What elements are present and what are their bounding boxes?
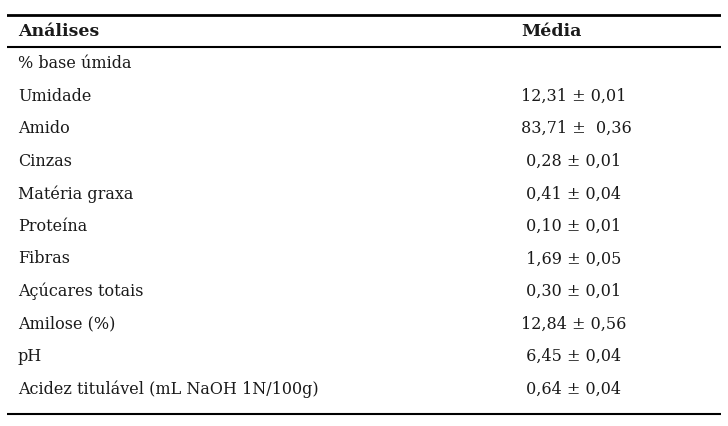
Text: Açúcares totais: Açúcares totais — [18, 283, 143, 300]
Text: 1,69 ± 0,05: 1,69 ± 0,05 — [521, 250, 621, 268]
Text: Umidade: Umidade — [18, 88, 91, 105]
Text: Cinzas: Cinzas — [18, 153, 72, 170]
Text: 0,64 ± 0,04: 0,64 ± 0,04 — [521, 381, 621, 398]
Text: 0,10 ± 0,01: 0,10 ± 0,01 — [521, 218, 621, 235]
Text: Média: Média — [521, 23, 582, 40]
Text: Fibras: Fibras — [18, 250, 70, 268]
Text: Análises: Análises — [18, 23, 99, 40]
Text: Acidez titulável (mL NaOH 1N/100g): Acidez titulável (mL NaOH 1N/100g) — [18, 380, 319, 398]
Text: 0,30 ± 0,01: 0,30 ± 0,01 — [521, 283, 621, 300]
Text: 83,71 ±  0,36: 83,71 ± 0,36 — [521, 120, 632, 137]
Text: pH: pH — [18, 348, 42, 365]
Text: Amilose (%): Amilose (%) — [18, 316, 115, 333]
Text: 12,31 ± 0,01: 12,31 ± 0,01 — [521, 88, 626, 105]
Text: Matéria graxa: Matéria graxa — [18, 185, 133, 203]
Text: 6,45 ± 0,04: 6,45 ± 0,04 — [521, 348, 621, 365]
Text: 0,28 ± 0,01: 0,28 ± 0,01 — [521, 153, 621, 170]
Text: 0,41 ± 0,04: 0,41 ± 0,04 — [521, 185, 621, 202]
Text: 12,84 ± 0,56: 12,84 ± 0,56 — [521, 316, 626, 333]
Text: % base úmida: % base úmida — [18, 55, 132, 72]
Text: Amido: Amido — [18, 120, 70, 137]
Text: Proteína: Proteína — [18, 218, 87, 235]
